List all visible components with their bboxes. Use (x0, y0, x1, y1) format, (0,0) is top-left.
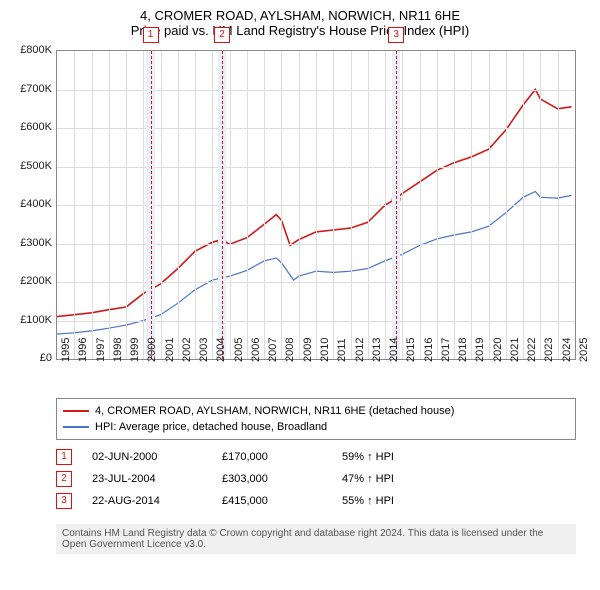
chart-container: 4, CROMER ROAD, AYLSHAM, NORWICH, NR11 6… (0, 0, 600, 590)
x-axis-label: 2014 (388, 338, 400, 362)
x-axis-label: 2010 (319, 338, 331, 362)
x-axis-label: 2000 (146, 338, 158, 362)
event-number: 2 (56, 471, 72, 487)
legend-swatch (63, 410, 89, 412)
x-axis-label: 2007 (267, 338, 279, 362)
x-axis-label: 2003 (198, 338, 210, 362)
chart-title: 4, CROMER ROAD, AYLSHAM, NORWICH, NR11 6… (0, 0, 600, 23)
x-axis-label: 1995 (60, 338, 72, 362)
x-axis-label: 1999 (129, 338, 141, 362)
x-axis-label: 2008 (284, 338, 296, 362)
y-axis-label: £600K (20, 121, 52, 133)
x-axis-label: 2009 (302, 338, 314, 362)
y-axis-label: £800K (20, 44, 52, 56)
event-delta: 55% ↑ HPI (342, 495, 394, 507)
event-date: 22-AUG-2014 (92, 495, 222, 507)
event-date: 02-JUN-2000 (92, 451, 222, 463)
marker-line (151, 51, 152, 359)
x-axis-label: 1996 (77, 338, 89, 362)
event-row: 1 02-JUN-2000£170,00059% ↑ HPI (56, 446, 576, 468)
x-axis-label: 2011 (336, 338, 348, 362)
x-axis-label: 2017 (440, 338, 452, 362)
x-axis-label: 2021 (509, 338, 521, 362)
legend-item: HPI: Average price, detached house, Broa… (63, 419, 569, 435)
event-row: 2 23-JUL-2004£303,00047% ↑ HPI (56, 468, 576, 490)
y-axis-label: £0 (40, 352, 52, 364)
marker-number: 2 (214, 27, 230, 43)
marker-line (396, 51, 397, 359)
x-axis-label: 2020 (492, 338, 504, 362)
x-axis-label: 2013 (371, 338, 383, 362)
marker-line (222, 51, 223, 359)
legend-box: 4, CROMER ROAD, AYLSHAM, NORWICH, NR11 6… (56, 398, 576, 440)
event-price: £170,000 (222, 451, 342, 463)
x-axis-label: 1998 (112, 338, 124, 362)
event-date: 23-JUL-2004 (92, 473, 222, 485)
event-number: 3 (56, 493, 72, 509)
event-number: 1 (56, 449, 72, 465)
legend-label: 4, CROMER ROAD, AYLSHAM, NORWICH, NR11 6… (95, 405, 454, 417)
event-delta: 59% ↑ HPI (342, 451, 394, 463)
x-axis-label: 1997 (95, 338, 107, 362)
y-axis-label: £100K (20, 314, 52, 326)
x-axis-label: 2018 (457, 338, 469, 362)
legend-item: 4, CROMER ROAD, AYLSHAM, NORWICH, NR11 6… (63, 403, 569, 419)
series-hpi (57, 192, 572, 335)
legend-swatch (63, 426, 89, 428)
events-table: 1 02-JUN-2000£170,00059% ↑ HPI 2 23-JUL-200… (56, 446, 576, 512)
y-axis-label: £200K (20, 275, 52, 287)
x-axis-label: 2024 (561, 338, 573, 362)
x-axis-label: 2006 (250, 338, 262, 362)
marker-number: 1 (143, 27, 159, 43)
x-axis-label: 2002 (181, 338, 193, 362)
event-price: £303,000 (222, 473, 342, 485)
plot-area: 123 (56, 50, 576, 360)
y-axis-label: £700K (20, 83, 52, 95)
footer-note: Contains HM Land Registry data © Crown c… (56, 524, 576, 554)
x-axis-label: 2016 (423, 338, 435, 362)
event-row: 3 22-AUG-2014£415,00055% ↑ HPI (56, 490, 576, 512)
y-axis-label: £400K (20, 198, 52, 210)
x-axis-label: 2004 (215, 338, 227, 362)
event-price: £415,000 (222, 495, 342, 507)
x-axis-label: 2025 (578, 338, 590, 362)
x-axis-label: 2012 (354, 338, 366, 362)
y-axis-label: £500K (20, 160, 52, 172)
x-axis-label: 2022 (526, 338, 538, 362)
legend-label: HPI: Average price, detached house, Broa… (95, 421, 327, 433)
y-axis-label: £300K (20, 237, 52, 249)
x-axis-label: 2015 (405, 338, 417, 362)
event-delta: 47% ↑ HPI (342, 473, 394, 485)
x-axis-label: 2005 (233, 338, 245, 362)
x-axis-label: 2019 (474, 338, 486, 362)
x-axis-label: 2023 (543, 338, 555, 362)
x-axis-label: 2001 (164, 338, 176, 362)
chart-subtitle: Price paid vs. HM Land Registry's House … (0, 23, 600, 42)
marker-number: 3 (388, 27, 404, 43)
